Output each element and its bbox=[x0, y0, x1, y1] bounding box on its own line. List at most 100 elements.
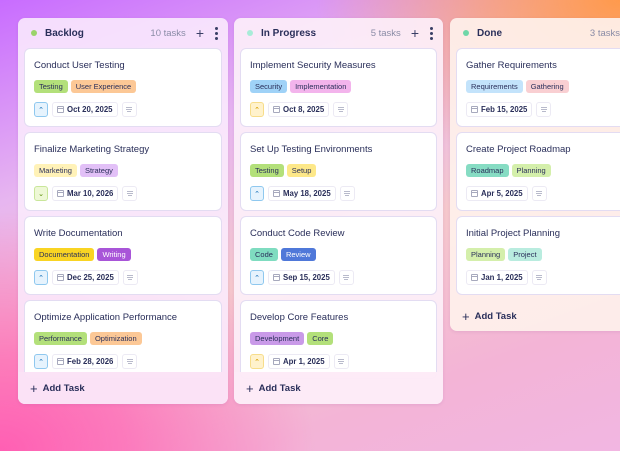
priority-urgent-icon[interactable]: ⌃ bbox=[250, 102, 264, 117]
column-header: Done 3 tasks bbox=[450, 18, 620, 48]
task-card[interactable]: Gather Requirements Requirements Gatheri… bbox=[456, 48, 620, 127]
task-card[interactable]: Implement Security Measures Security Imp… bbox=[240, 48, 437, 127]
task-card[interactable]: Set Up Testing Environments Testing Setu… bbox=[240, 132, 437, 211]
notes-icon[interactable] bbox=[536, 102, 552, 117]
notes-icon[interactable] bbox=[531, 270, 547, 285]
notes-icon[interactable] bbox=[122, 354, 138, 369]
due-date[interactable]: Apr 1, 2025 bbox=[268, 354, 330, 369]
add-task-button[interactable]: + Add Task bbox=[234, 372, 443, 404]
due-date[interactable]: Jan 1, 2025 bbox=[466, 270, 528, 285]
more-vertical-icon[interactable] bbox=[214, 26, 218, 40]
task-title: Optimize Application Performance bbox=[34, 312, 178, 323]
priority-high-icon[interactable]: ⌃ bbox=[250, 186, 264, 201]
tag: Documentation bbox=[34, 248, 95, 261]
task-title: Conduct Code Review bbox=[250, 228, 345, 239]
tag: Planning bbox=[511, 164, 551, 177]
due-date[interactable]: Apr 5, 2025 bbox=[466, 186, 528, 201]
add-icon[interactable]: + bbox=[410, 25, 419, 41]
calendar-icon bbox=[57, 274, 64, 281]
notes-icon[interactable] bbox=[531, 186, 547, 201]
due-date-label: Oct 8, 2025 bbox=[283, 105, 325, 114]
add-task-label: Add Task bbox=[474, 310, 517, 322]
tag: Testing bbox=[34, 80, 68, 93]
task-title: Finalize Marketing Strategy bbox=[34, 144, 150, 155]
tag: Security bbox=[250, 80, 288, 93]
tag: Optimization bbox=[89, 332, 142, 345]
priority-low-icon[interactable]: ⌄ bbox=[34, 186, 48, 201]
tag: Marketing bbox=[34, 164, 77, 177]
task-card[interactable]: Conduct Code Review Code Review ⌃ Sep 15… bbox=[240, 216, 437, 295]
tag: Development bbox=[250, 332, 305, 345]
tag: Requirements bbox=[466, 80, 523, 93]
tag: Code bbox=[250, 248, 278, 261]
add-task-label: Add Task bbox=[42, 382, 85, 394]
calendar-icon bbox=[471, 274, 478, 281]
due-date[interactable]: Sep 15, 2025 bbox=[268, 270, 335, 285]
column-header: Backlog 10 tasks + bbox=[18, 18, 228, 48]
due-date[interactable]: Mar 10, 2026 bbox=[52, 186, 119, 201]
priority-high-icon[interactable]: ⌃ bbox=[250, 270, 264, 285]
column-backlog: Backlog 10 tasks + Conduct User Testing … bbox=[18, 18, 228, 404]
due-date[interactable]: Oct 20, 2025 bbox=[52, 102, 118, 117]
add-task-button[interactable]: + Add Task bbox=[450, 300, 620, 331]
tag: Gathering bbox=[525, 80, 569, 93]
due-date-label: May 18, 2025 bbox=[283, 189, 331, 198]
notes-icon[interactable] bbox=[338, 270, 354, 285]
task-card[interactable]: Initial Project Planning Planning Projec… bbox=[456, 216, 620, 295]
due-date-label: Apr 1, 2025 bbox=[283, 357, 325, 366]
more-vertical-icon[interactable] bbox=[429, 26, 433, 40]
task-title: Implement Security Measures bbox=[250, 60, 376, 71]
column-title: Done bbox=[477, 27, 502, 39]
due-date-label: Jan 1, 2025 bbox=[481, 273, 523, 282]
priority-high-icon[interactable]: ⌃ bbox=[34, 354, 48, 369]
task-card[interactable]: Conduct User Testing Testing User Experi… bbox=[24, 48, 222, 127]
task-title: Develop Core Features bbox=[250, 312, 349, 323]
due-date-label: Apr 5, 2025 bbox=[481, 189, 523, 198]
task-card[interactable]: Write Documentation Documentation Writin… bbox=[24, 216, 222, 295]
tag: Performance bbox=[34, 332, 87, 345]
task-card[interactable]: Finalize Marketing Strategy Marketing St… bbox=[24, 132, 222, 211]
column-done: Done 3 tasks Gather Requirements Require… bbox=[450, 18, 620, 331]
task-card[interactable]: Create Project Roadmap Roadmap Planning … bbox=[456, 132, 620, 211]
calendar-icon bbox=[471, 190, 478, 197]
calendar-icon bbox=[471, 106, 478, 113]
task-card[interactable]: Optimize Application Performance Perform… bbox=[24, 300, 222, 379]
due-date[interactable]: Oct 8, 2025 bbox=[268, 102, 330, 117]
calendar-icon bbox=[57, 190, 64, 197]
due-date[interactable]: May 18, 2025 bbox=[268, 186, 336, 201]
add-task-label: Add Task bbox=[258, 382, 301, 394]
notes-icon[interactable] bbox=[122, 270, 138, 285]
notes-icon[interactable] bbox=[339, 186, 355, 201]
calendar-icon bbox=[57, 106, 64, 113]
priority-high-icon[interactable]: ⌃ bbox=[34, 102, 48, 117]
tag: User Experience bbox=[70, 80, 137, 93]
status-dot-icon bbox=[463, 30, 469, 36]
due-date[interactable]: Feb 15, 2025 bbox=[466, 102, 533, 117]
priority-urgent-icon[interactable]: ⌃ bbox=[250, 354, 264, 369]
tag: Review bbox=[280, 248, 316, 261]
tag: Strategy bbox=[79, 164, 118, 177]
calendar-icon bbox=[273, 190, 280, 197]
add-icon[interactable]: + bbox=[195, 25, 204, 41]
status-dot-icon bbox=[247, 30, 253, 36]
priority-high-icon[interactable]: ⌃ bbox=[34, 270, 48, 285]
tag: Roadmap bbox=[466, 164, 509, 177]
calendar-icon bbox=[273, 358, 280, 365]
add-task-button[interactable]: + Add Task bbox=[18, 372, 228, 404]
notes-icon[interactable] bbox=[333, 354, 349, 369]
task-card[interactable]: Develop Core Features Development Core ⌃… bbox=[240, 300, 437, 379]
notes-icon[interactable] bbox=[333, 102, 349, 117]
due-date-label: Feb 15, 2025 bbox=[481, 105, 528, 114]
plus-icon: + bbox=[30, 380, 38, 396]
due-date[interactable]: Dec 25, 2025 bbox=[52, 270, 119, 285]
notes-icon[interactable] bbox=[121, 102, 137, 117]
plus-icon: + bbox=[462, 308, 470, 324]
calendar-icon bbox=[57, 358, 64, 365]
due-date[interactable]: Feb 28, 2026 bbox=[52, 354, 119, 369]
tag: Testing bbox=[250, 164, 284, 177]
task-title: Create Project Roadmap bbox=[466, 144, 571, 155]
notes-icon[interactable] bbox=[122, 186, 138, 201]
column-title: Backlog bbox=[45, 27, 84, 39]
calendar-icon bbox=[273, 274, 280, 281]
tag: Core bbox=[307, 332, 334, 345]
